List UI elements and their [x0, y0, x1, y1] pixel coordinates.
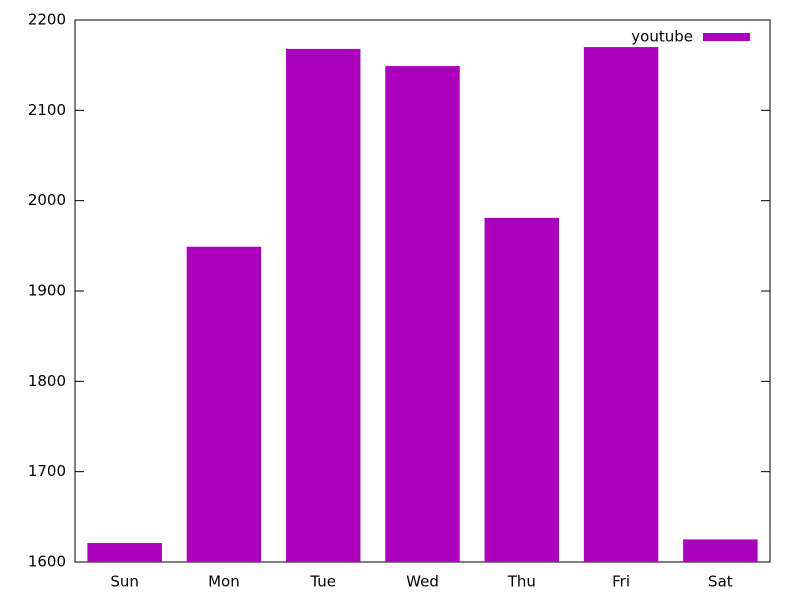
y-tick-label: 1800 — [28, 372, 66, 390]
bar — [583, 47, 659, 563]
legend-label: youtube — [631, 28, 693, 46]
x-tick-label: Wed — [406, 573, 439, 591]
y-tick-label: 1700 — [28, 462, 66, 480]
x-tick-label: Tue — [309, 573, 336, 591]
bar — [683, 539, 758, 562]
x-tick-label: Sun — [110, 573, 139, 591]
y-tick-label: 1600 — [28, 553, 66, 571]
y-tick-label: 2100 — [28, 101, 66, 119]
bar — [385, 66, 460, 562]
bar — [186, 246, 262, 562]
y-tick-label: 1900 — [28, 282, 66, 300]
y-tick-label: 2000 — [28, 191, 66, 209]
bar — [87, 543, 162, 562]
y-tick-label: 2200 — [28, 11, 66, 29]
x-tick-label: Thu — [507, 573, 536, 591]
x-tick-label: Sat — [708, 573, 733, 591]
bar — [285, 48, 361, 562]
bar — [484, 217, 560, 562]
x-tick-label: Mon — [208, 573, 240, 591]
legend-swatch — [703, 33, 750, 41]
x-tick-label: Fri — [612, 573, 630, 591]
